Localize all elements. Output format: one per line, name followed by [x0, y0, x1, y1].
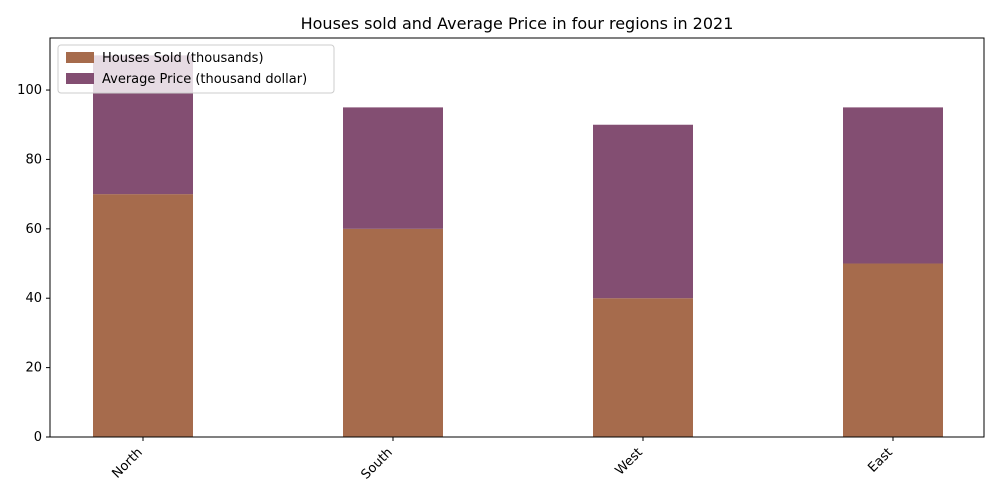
- legend-label-2: Average Price (thousand dollar): [102, 72, 307, 87]
- bar-east-series-1: [843, 263, 943, 437]
- bar-south-series-1: [343, 228, 443, 437]
- legend: Houses Sold (thousands) Average Price (th…: [57, 44, 335, 94]
- bar-east-series-2: [843, 107, 943, 264]
- legend-label-1: Houses Sold (thousands): [102, 51, 264, 66]
- bar-west-series-2: [593, 124, 693, 299]
- x-tick-label-south: South: [359, 445, 396, 482]
- chart-title: Houses sold and Average Price in four re…: [301, 14, 734, 33]
- x-tick-label-west: West: [613, 445, 646, 478]
- y-tick-label: 20: [25, 361, 42, 376]
- x-tick-label-north: North: [110, 445, 146, 481]
- y-tick-label: 100: [17, 83, 42, 98]
- y-tick-label: 60: [25, 222, 42, 237]
- y-tick-label: 0: [34, 430, 42, 445]
- bar-north-series-1: [93, 194, 193, 437]
- x-tick-label-east: East: [865, 445, 895, 475]
- plot-frame: [49, 37, 985, 438]
- bars-group: [93, 55, 943, 437]
- bar-west-series-1: [593, 298, 693, 437]
- bar-south-series-2: [343, 107, 443, 229]
- legend-swatch-2: [66, 73, 94, 84]
- legend-swatch-1: [66, 52, 94, 63]
- x-axis: North South West East: [110, 437, 896, 483]
- legend-box: [57, 44, 335, 94]
- y-axis: 0 20 40 60 80 100: [17, 83, 50, 445]
- y-tick-label: 40: [25, 291, 42, 306]
- y-tick-label: 80: [25, 152, 42, 167]
